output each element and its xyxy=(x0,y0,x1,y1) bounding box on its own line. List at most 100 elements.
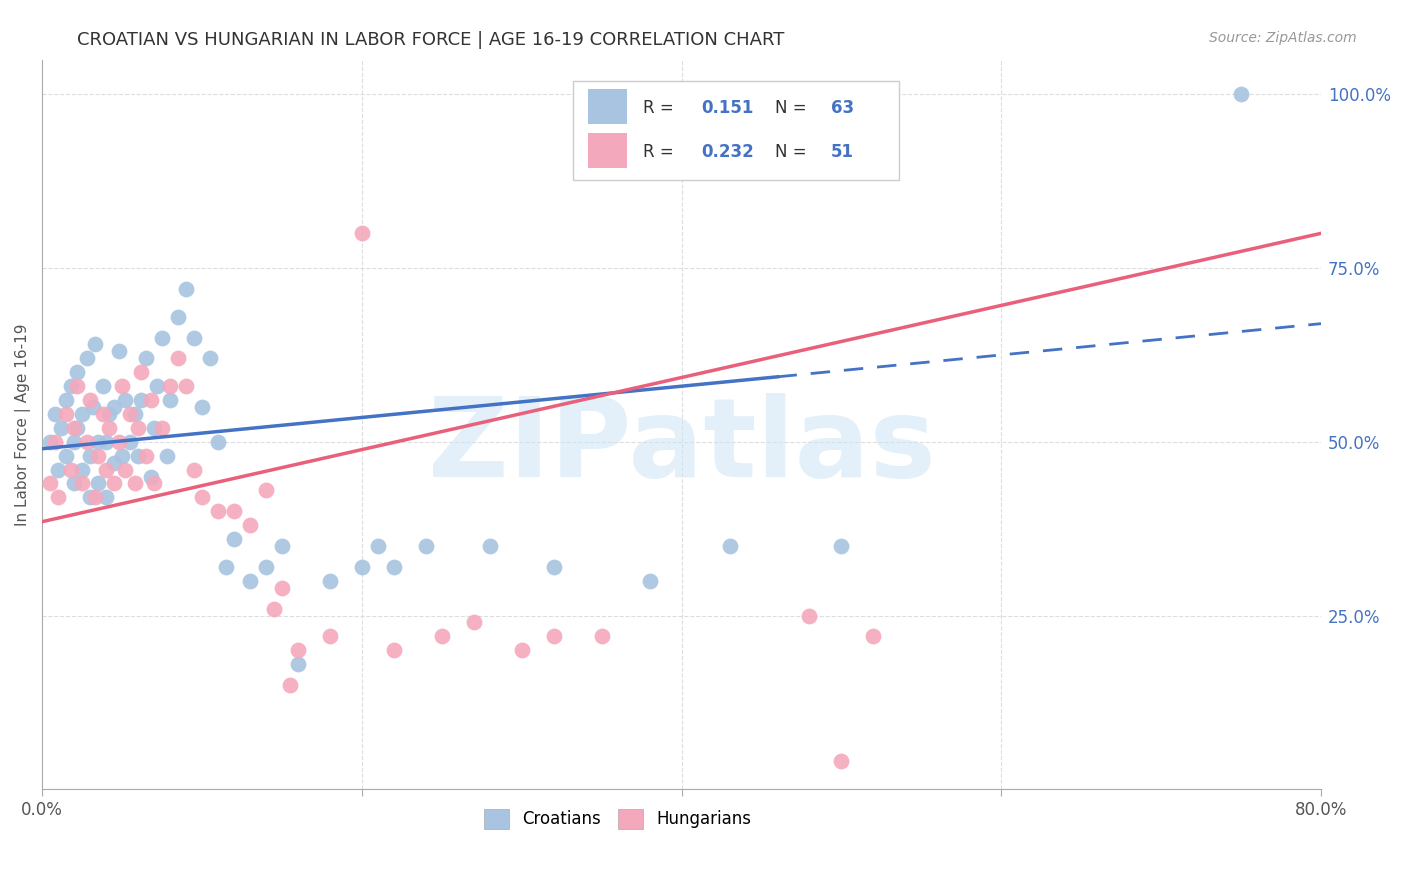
Point xyxy=(124,476,146,491)
Point xyxy=(183,330,205,344)
Point xyxy=(718,539,741,553)
Point xyxy=(463,615,485,630)
Point xyxy=(239,518,262,533)
Point xyxy=(222,504,245,518)
Point xyxy=(70,476,93,491)
Point xyxy=(319,574,342,588)
Point xyxy=(143,476,166,491)
Point xyxy=(44,407,66,421)
Point xyxy=(103,456,125,470)
Point xyxy=(382,643,405,657)
Point xyxy=(146,379,169,393)
Point xyxy=(191,400,214,414)
Point xyxy=(124,407,146,421)
Point xyxy=(79,393,101,408)
Point xyxy=(83,337,105,351)
Point xyxy=(830,755,852,769)
Point xyxy=(254,559,277,574)
Point xyxy=(98,421,121,435)
Point xyxy=(174,379,197,393)
Point xyxy=(139,393,162,408)
Point xyxy=(66,365,89,379)
Point xyxy=(263,601,285,615)
Point xyxy=(127,421,149,435)
Point xyxy=(150,421,173,435)
Point xyxy=(222,532,245,546)
Point xyxy=(76,351,98,366)
Point xyxy=(66,421,89,435)
Point xyxy=(430,629,453,643)
Point xyxy=(271,539,294,553)
Text: R =: R = xyxy=(643,143,679,161)
FancyBboxPatch shape xyxy=(588,89,627,124)
Point xyxy=(350,227,373,241)
Point xyxy=(108,344,131,359)
Point xyxy=(478,539,501,553)
Text: CROATIAN VS HUNGARIAN IN LABOR FORCE | AGE 16-19 CORRELATION CHART: CROATIAN VS HUNGARIAN IN LABOR FORCE | A… xyxy=(77,31,785,49)
Text: Source: ZipAtlas.com: Source: ZipAtlas.com xyxy=(1209,31,1357,45)
Point xyxy=(191,491,214,505)
Point xyxy=(46,462,69,476)
Point xyxy=(198,351,221,366)
Point xyxy=(239,574,262,588)
Text: 0.151: 0.151 xyxy=(700,99,754,117)
Point xyxy=(254,483,277,498)
Point xyxy=(39,434,62,449)
Point xyxy=(70,407,93,421)
Point xyxy=(129,365,152,379)
Point xyxy=(167,351,190,366)
Point xyxy=(127,449,149,463)
Point xyxy=(159,393,181,408)
Point xyxy=(591,629,613,643)
Point xyxy=(319,629,342,643)
FancyBboxPatch shape xyxy=(588,133,627,168)
Point xyxy=(271,581,294,595)
Point xyxy=(207,434,229,449)
Text: 0.232: 0.232 xyxy=(700,143,754,161)
Point xyxy=(87,449,110,463)
Point xyxy=(129,393,152,408)
Text: 51: 51 xyxy=(831,143,855,161)
Point xyxy=(79,449,101,463)
Point xyxy=(98,407,121,421)
Point xyxy=(350,559,373,574)
Text: N =: N = xyxy=(775,99,811,117)
Point xyxy=(46,491,69,505)
Point xyxy=(167,310,190,324)
Point xyxy=(91,379,114,393)
Point xyxy=(111,449,134,463)
Point xyxy=(63,421,86,435)
Point xyxy=(287,657,309,672)
Point xyxy=(103,400,125,414)
Point xyxy=(39,476,62,491)
Point xyxy=(799,608,821,623)
Point xyxy=(183,462,205,476)
Point xyxy=(278,678,301,692)
Point xyxy=(83,491,105,505)
FancyBboxPatch shape xyxy=(572,81,898,180)
Point xyxy=(118,407,141,421)
Point xyxy=(150,330,173,344)
Text: N =: N = xyxy=(775,143,811,161)
Point xyxy=(55,407,77,421)
Point xyxy=(143,421,166,435)
Point xyxy=(207,504,229,518)
Point xyxy=(139,469,162,483)
Point xyxy=(87,434,110,449)
Point xyxy=(114,393,136,408)
Point xyxy=(830,539,852,553)
Point xyxy=(510,643,533,657)
Legend: Croatians, Hungarians: Croatians, Hungarians xyxy=(478,802,758,836)
Point xyxy=(118,434,141,449)
Point xyxy=(59,379,82,393)
Point xyxy=(114,462,136,476)
Point xyxy=(51,421,73,435)
Point xyxy=(59,462,82,476)
Point xyxy=(174,282,197,296)
Point xyxy=(79,491,101,505)
Point xyxy=(1230,87,1253,102)
Point xyxy=(135,449,157,463)
Point xyxy=(87,476,110,491)
Point xyxy=(638,574,661,588)
Point xyxy=(287,643,309,657)
